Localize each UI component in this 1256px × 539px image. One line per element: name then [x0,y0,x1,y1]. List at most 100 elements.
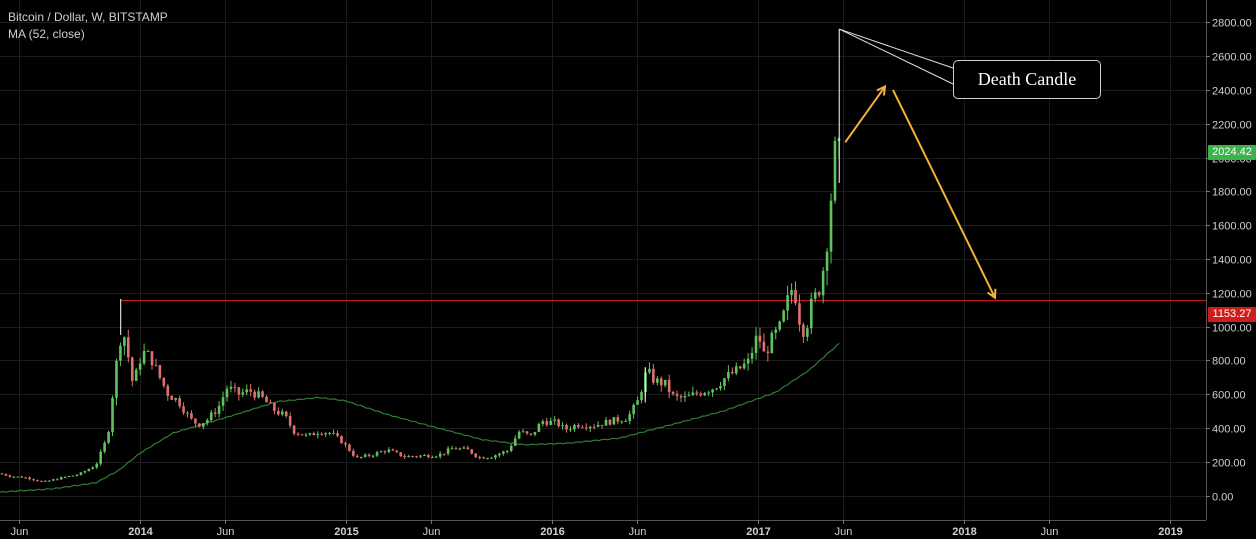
arrows[interactable] [839,28,997,300]
candle-body [502,451,505,454]
y-tick-label: 600.00 [1212,390,1246,402]
last-price-badge: 2024.42 [1208,145,1256,161]
candle-body [174,398,177,400]
candle-body [466,447,470,450]
candle-body [794,290,797,304]
candle-body [202,423,205,427]
candle-body [395,450,399,453]
candle-body [367,454,371,456]
candle-body [249,389,252,392]
candle-body [758,335,762,342]
x-tick-label: 2017 [746,526,770,538]
x-tick-label: 2019 [1158,526,1182,538]
candle-body [470,449,474,454]
candle-body [95,463,99,468]
y-tick-label: 1400.00 [1212,255,1252,267]
candle-body [462,447,466,449]
callout-pointer-bottom [839,28,954,85]
candle-body [178,398,181,407]
candle-body [450,448,454,450]
candle-body [24,477,27,479]
candle-body [371,455,375,457]
candle-body [628,414,631,421]
candle-body [565,425,568,430]
candle-body [363,454,367,457]
candle-body [359,456,363,458]
candle-body [312,433,316,436]
y-tick-label: 1600.00 [1212,221,1252,233]
candle-body [809,298,813,329]
candle-body [158,365,162,378]
candle-body [813,292,817,299]
candle-body [87,469,91,472]
candle-body [679,395,683,398]
time-axis[interactable]: Jun 2014 Jun 2015 Jun 2016 Jun 2017 Jun 2018 Jun 20… [0,520,1206,538]
up-arrow [844,85,886,143]
candle-body [20,476,24,478]
callout-pointer-top [839,28,954,69]
death-candle-callout[interactable]: Death Candle [953,60,1101,99]
candle-body [675,393,679,396]
candle-body [241,392,245,395]
candle-body [482,457,485,459]
candle-body [691,392,695,396]
candle-body [138,363,142,370]
candle-body [63,476,67,478]
candle-body [229,386,233,389]
indicator-label[interactable]: MA (52, close) [8,27,85,41]
candle-body [446,448,450,454]
candle-body [734,366,738,374]
candle-body [821,270,825,296]
candle-body [154,365,158,367]
candle-body [8,475,12,477]
candle-body [292,425,296,434]
candle-body [581,427,584,429]
x-tick-label: Jun [629,526,647,538]
candle-body [221,397,225,406]
price-axis[interactable]: 0.00 200.00 400.00 600.00 800.00 1000.00 1200.… [1206,0,1252,520]
x-tick-label: 2015 [334,526,358,538]
candle-body [525,431,529,434]
x-tick-label: Jun [835,526,853,538]
symbol-title[interactable]: Bitcoin / Dollar, W, BITSTAMP [8,10,168,24]
candle-body [115,360,118,398]
candle-body [277,410,280,415]
candle-body [683,396,687,398]
candle-body [577,425,580,428]
candle-body [541,421,545,424]
candle-body [265,396,268,403]
candle-body [328,432,331,434]
candle-body [134,369,138,381]
candle-body [127,337,130,358]
candle-body [16,476,20,478]
candle-body [624,420,628,422]
candle-body [261,391,264,397]
candle-body [257,391,260,398]
ma-52-line [0,342,840,493]
candle-body [253,391,256,398]
candle-body [316,434,320,436]
candle-body [99,451,102,464]
candle-body [829,200,833,252]
candle-body [738,366,742,369]
candle-body [170,396,174,400]
candle-body [213,412,217,414]
candle-body [166,385,170,397]
candle-body [569,429,572,431]
candle-body [340,435,343,444]
candle-body [509,445,513,451]
candle-body [596,424,600,427]
candle-body [513,438,517,446]
candle-body [130,357,134,381]
y-tick-label: 2200.00 [1212,120,1252,132]
candle-body [707,392,710,394]
candle-body [825,251,829,271]
candle-body [506,450,509,452]
candle-body [517,431,521,439]
candle-body [537,423,541,432]
candle-body [399,452,403,457]
candle-body [403,456,406,458]
candle-body [786,295,789,311]
candle-body [454,448,458,450]
